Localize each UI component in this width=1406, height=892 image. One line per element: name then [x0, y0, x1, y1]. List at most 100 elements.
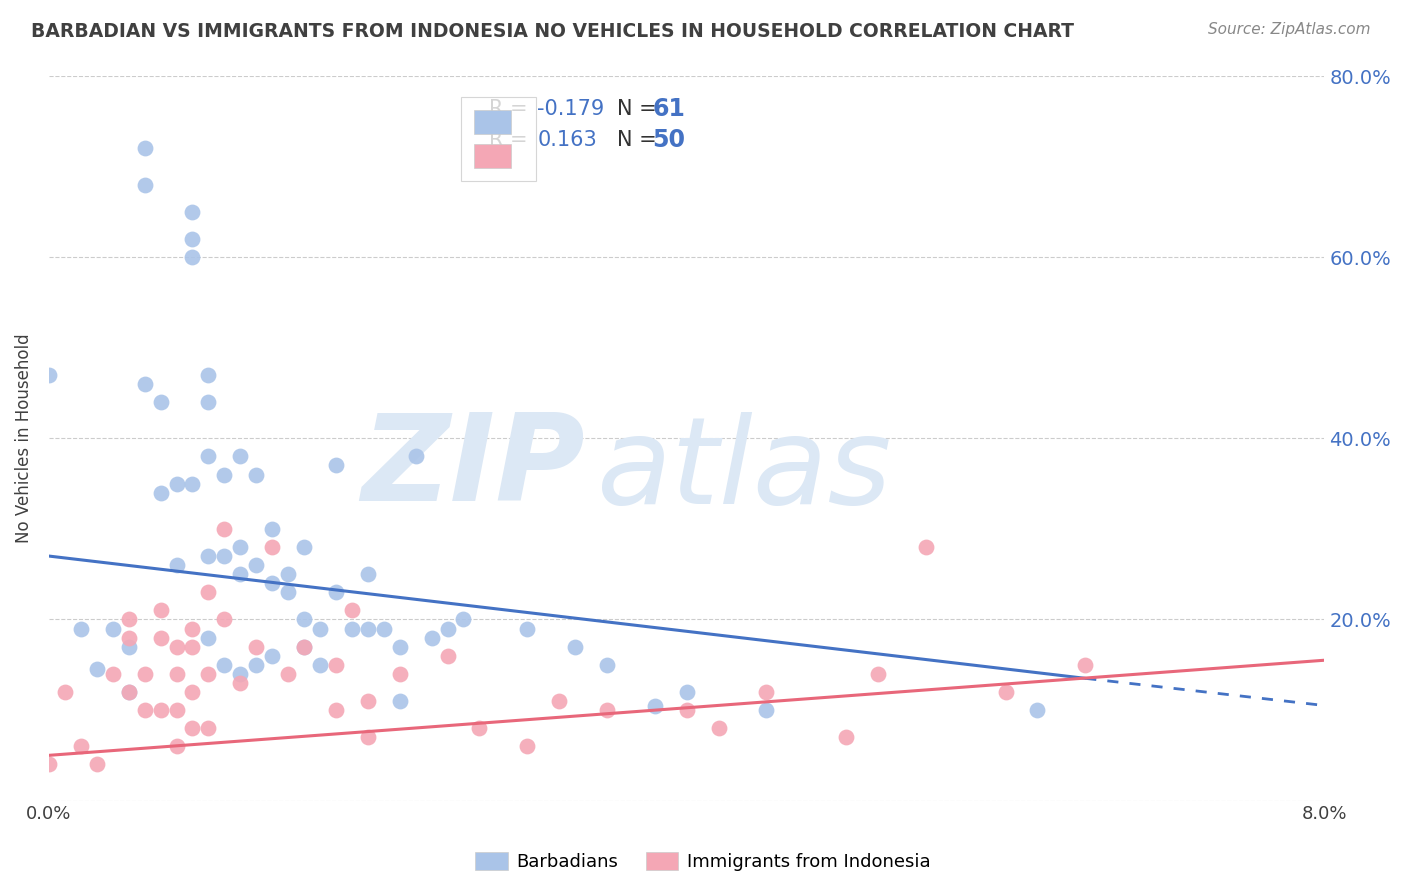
Point: [357, 694, 380, 708]
Point: [245, 640, 267, 654]
Point: [166, 558, 188, 573]
Point: [262, 522, 284, 536]
Point: [214, 467, 236, 482]
Point: [134, 666, 156, 681]
Point: [707, 721, 730, 735]
Point: [214, 522, 236, 536]
Point: [420, 631, 443, 645]
Point: [292, 640, 315, 654]
Point: [181, 476, 204, 491]
Point: [245, 558, 267, 573]
Point: [277, 567, 299, 582]
Point: [340, 622, 363, 636]
Point: [340, 603, 363, 617]
Point: [118, 631, 141, 645]
Point: [70, 622, 93, 636]
Point: [197, 721, 219, 735]
Point: [309, 657, 332, 672]
Point: [914, 540, 936, 554]
Point: [516, 622, 538, 636]
Point: [197, 450, 219, 464]
Y-axis label: No Vehicles in Household: No Vehicles in Household: [15, 334, 32, 543]
Point: [38, 368, 60, 382]
Point: [166, 476, 188, 491]
Point: [197, 395, 219, 409]
Point: [325, 458, 347, 473]
Point: [292, 540, 315, 554]
Point: [309, 622, 332, 636]
Point: [357, 622, 380, 636]
Text: atlas: atlas: [598, 412, 893, 530]
Point: [675, 685, 697, 699]
Point: [101, 666, 124, 681]
Point: [245, 657, 267, 672]
Point: [134, 141, 156, 155]
Point: [1026, 703, 1049, 717]
Point: [166, 703, 188, 717]
Point: [166, 666, 188, 681]
Point: [245, 467, 267, 482]
Text: N =: N =: [617, 99, 662, 119]
Point: [516, 739, 538, 754]
Point: [835, 730, 858, 744]
Point: [548, 694, 571, 708]
Text: R =: R =: [489, 99, 534, 119]
Point: [388, 640, 411, 654]
Point: [53, 685, 76, 699]
Point: [277, 666, 299, 681]
Point: [149, 395, 172, 409]
Point: [1074, 657, 1097, 672]
Point: [118, 685, 141, 699]
Point: [197, 368, 219, 382]
Point: [436, 622, 458, 636]
Point: [755, 703, 778, 717]
Point: [197, 585, 219, 599]
Point: [229, 567, 252, 582]
Point: [86, 757, 108, 772]
Point: [357, 567, 380, 582]
Point: [468, 721, 491, 735]
Point: [181, 250, 204, 264]
Point: [181, 640, 204, 654]
Point: [675, 703, 697, 717]
Point: [644, 698, 666, 713]
Point: [229, 666, 252, 681]
Point: [277, 585, 299, 599]
Point: [181, 205, 204, 219]
Point: [262, 540, 284, 554]
Point: [166, 739, 188, 754]
Point: [453, 612, 475, 626]
Point: [325, 657, 347, 672]
Legend: Barbadians, Immigrants from Indonesia: Barbadians, Immigrants from Indonesia: [468, 845, 938, 879]
Point: [134, 703, 156, 717]
Point: [357, 730, 380, 744]
Point: [214, 549, 236, 563]
Text: 61: 61: [652, 96, 685, 120]
Text: 50: 50: [652, 128, 685, 152]
Point: [596, 703, 619, 717]
Point: [118, 640, 141, 654]
Point: [214, 612, 236, 626]
Point: [134, 178, 156, 192]
Point: [373, 622, 395, 636]
Point: [166, 640, 188, 654]
Point: [149, 603, 172, 617]
Text: Source: ZipAtlas.com: Source: ZipAtlas.com: [1208, 22, 1371, 37]
Point: [149, 703, 172, 717]
Point: [197, 631, 219, 645]
Point: [181, 622, 204, 636]
Point: [229, 676, 252, 690]
Point: [101, 622, 124, 636]
Point: [181, 721, 204, 735]
Point: [38, 757, 60, 772]
Text: -0.179: -0.179: [537, 99, 605, 119]
Point: [262, 576, 284, 591]
Point: [596, 657, 619, 672]
Point: [70, 739, 93, 754]
Point: [149, 631, 172, 645]
Point: [325, 703, 347, 717]
Point: [866, 666, 889, 681]
Point: [292, 612, 315, 626]
Point: [118, 612, 141, 626]
Point: [197, 549, 219, 563]
